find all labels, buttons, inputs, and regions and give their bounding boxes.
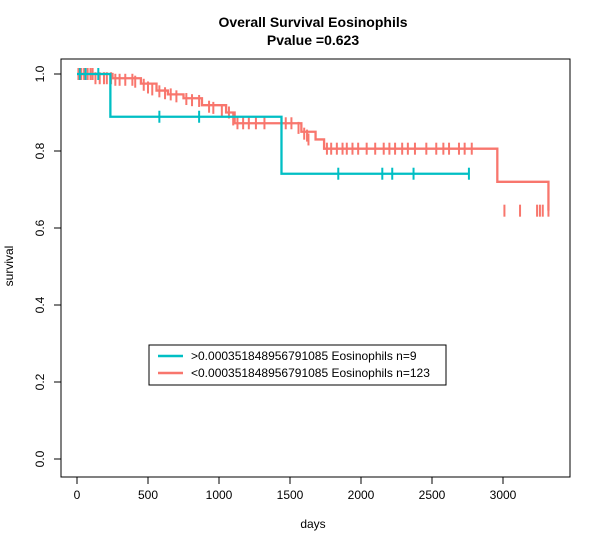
- series-low: [77, 68, 550, 217]
- y-axis: 0.0 0.2 0.4 0.6 0.8 1.0: [33, 65, 62, 467]
- survival-curve-low: [77, 72, 550, 211]
- x-tick-label: 500: [138, 488, 158, 502]
- legend-box: [148, 344, 447, 386]
- x-axis-label: days: [300, 517, 325, 531]
- x-tick-label: 1500: [277, 488, 304, 502]
- x-tick-label: 0: [74, 488, 81, 502]
- y-tick-label: 0.4: [33, 296, 47, 313]
- series-high: [77, 68, 470, 180]
- x-tick-label: 2000: [348, 488, 375, 502]
- x-tick-label: 2500: [419, 488, 446, 502]
- x-axis: 0 500 1000 1500 2000 2500 3000: [74, 476, 517, 502]
- chart-subtitle: Pvalue =0.623: [267, 32, 359, 48]
- chart-title: Overall Survival Eosinophils: [218, 14, 407, 30]
- y-tick-label: 0.2: [33, 373, 47, 390]
- y-axis-label: survival: [2, 246, 16, 287]
- y-tick-label: 0.0: [33, 450, 47, 467]
- legend-label-low: <0.000351848956791085 Eosinophils n=123: [191, 366, 430, 380]
- legend: >0.000351848956791085 Eosinophils n=9 <0…: [148, 344, 447, 386]
- x-tick-label: 3000: [490, 488, 517, 502]
- y-tick-label: 0.8: [33, 142, 47, 159]
- y-tick-label: 1.0: [33, 65, 47, 82]
- survival-curves: [77, 68, 550, 217]
- plot-frame: [60, 58, 571, 478]
- y-tick-label: 0.6: [33, 219, 47, 236]
- legend-label-high: >0.000351848956791085 Eosinophils n=9: [191, 349, 417, 363]
- survival-curve-high: [77, 72, 469, 175]
- x-tick-label: 1000: [206, 488, 233, 502]
